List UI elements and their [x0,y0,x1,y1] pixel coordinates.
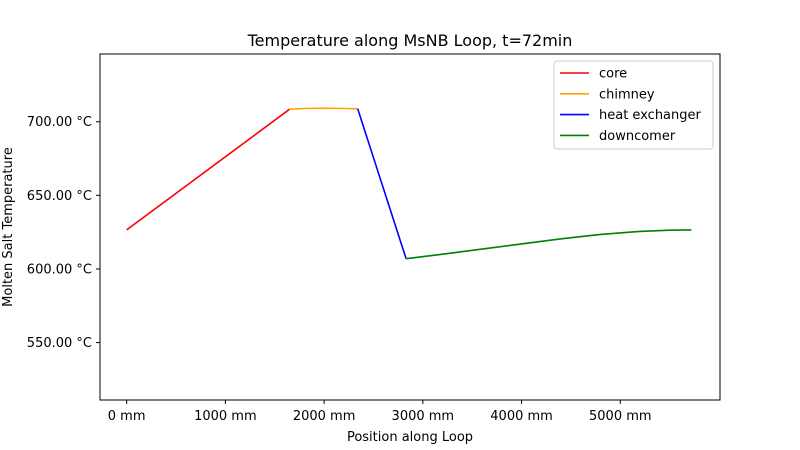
legend: core chimney heat exchanger downcomer [553,60,714,150]
legend-box [553,60,714,150]
y-tick-label: 600.00 °C [27,262,92,277]
legend-label: chimney [599,87,655,102]
legend-label: downcomer [599,129,676,144]
series-line-core [126,108,291,231]
x-tick-label: 5000 mm [589,409,652,424]
x-tick-label: 0 mm [108,409,146,424]
x-tick-label: 2000 mm [293,409,356,424]
legend-label: heat exchanger [599,108,702,123]
x-axis-ticks: 0 mm 1000 mm 2000 mm 3000 mm 4000 mm 5000 mm [108,400,652,424]
y-tick-label: 700.00 °C [27,115,92,130]
x-tick-label: 3000 mm [392,409,455,424]
series-line-chimney [289,107,358,110]
x-tick-label: 4000 mm [490,409,553,424]
y-tick-label: 550.00 °C [27,336,92,351]
series-line-heat-exchanger [356,108,407,259]
y-axis-label: Molten Salt Temperature [1,147,16,307]
x-tick-label: 1000 mm [194,409,257,424]
series-line-downcomer [406,229,692,260]
plot-frame [99,53,721,401]
x-axis-label: Position along Loop [347,430,473,445]
y-axis-ticks: 550.00 °C 600.00 °C 650.00 °C 700.00 °C [27,115,100,351]
legend-label: core [599,67,627,82]
chart-title: Temperature along MsNB Loop, t=72min [247,31,573,50]
plot-lines [126,107,692,260]
y-tick-label: 650.00 °C [27,189,92,204]
